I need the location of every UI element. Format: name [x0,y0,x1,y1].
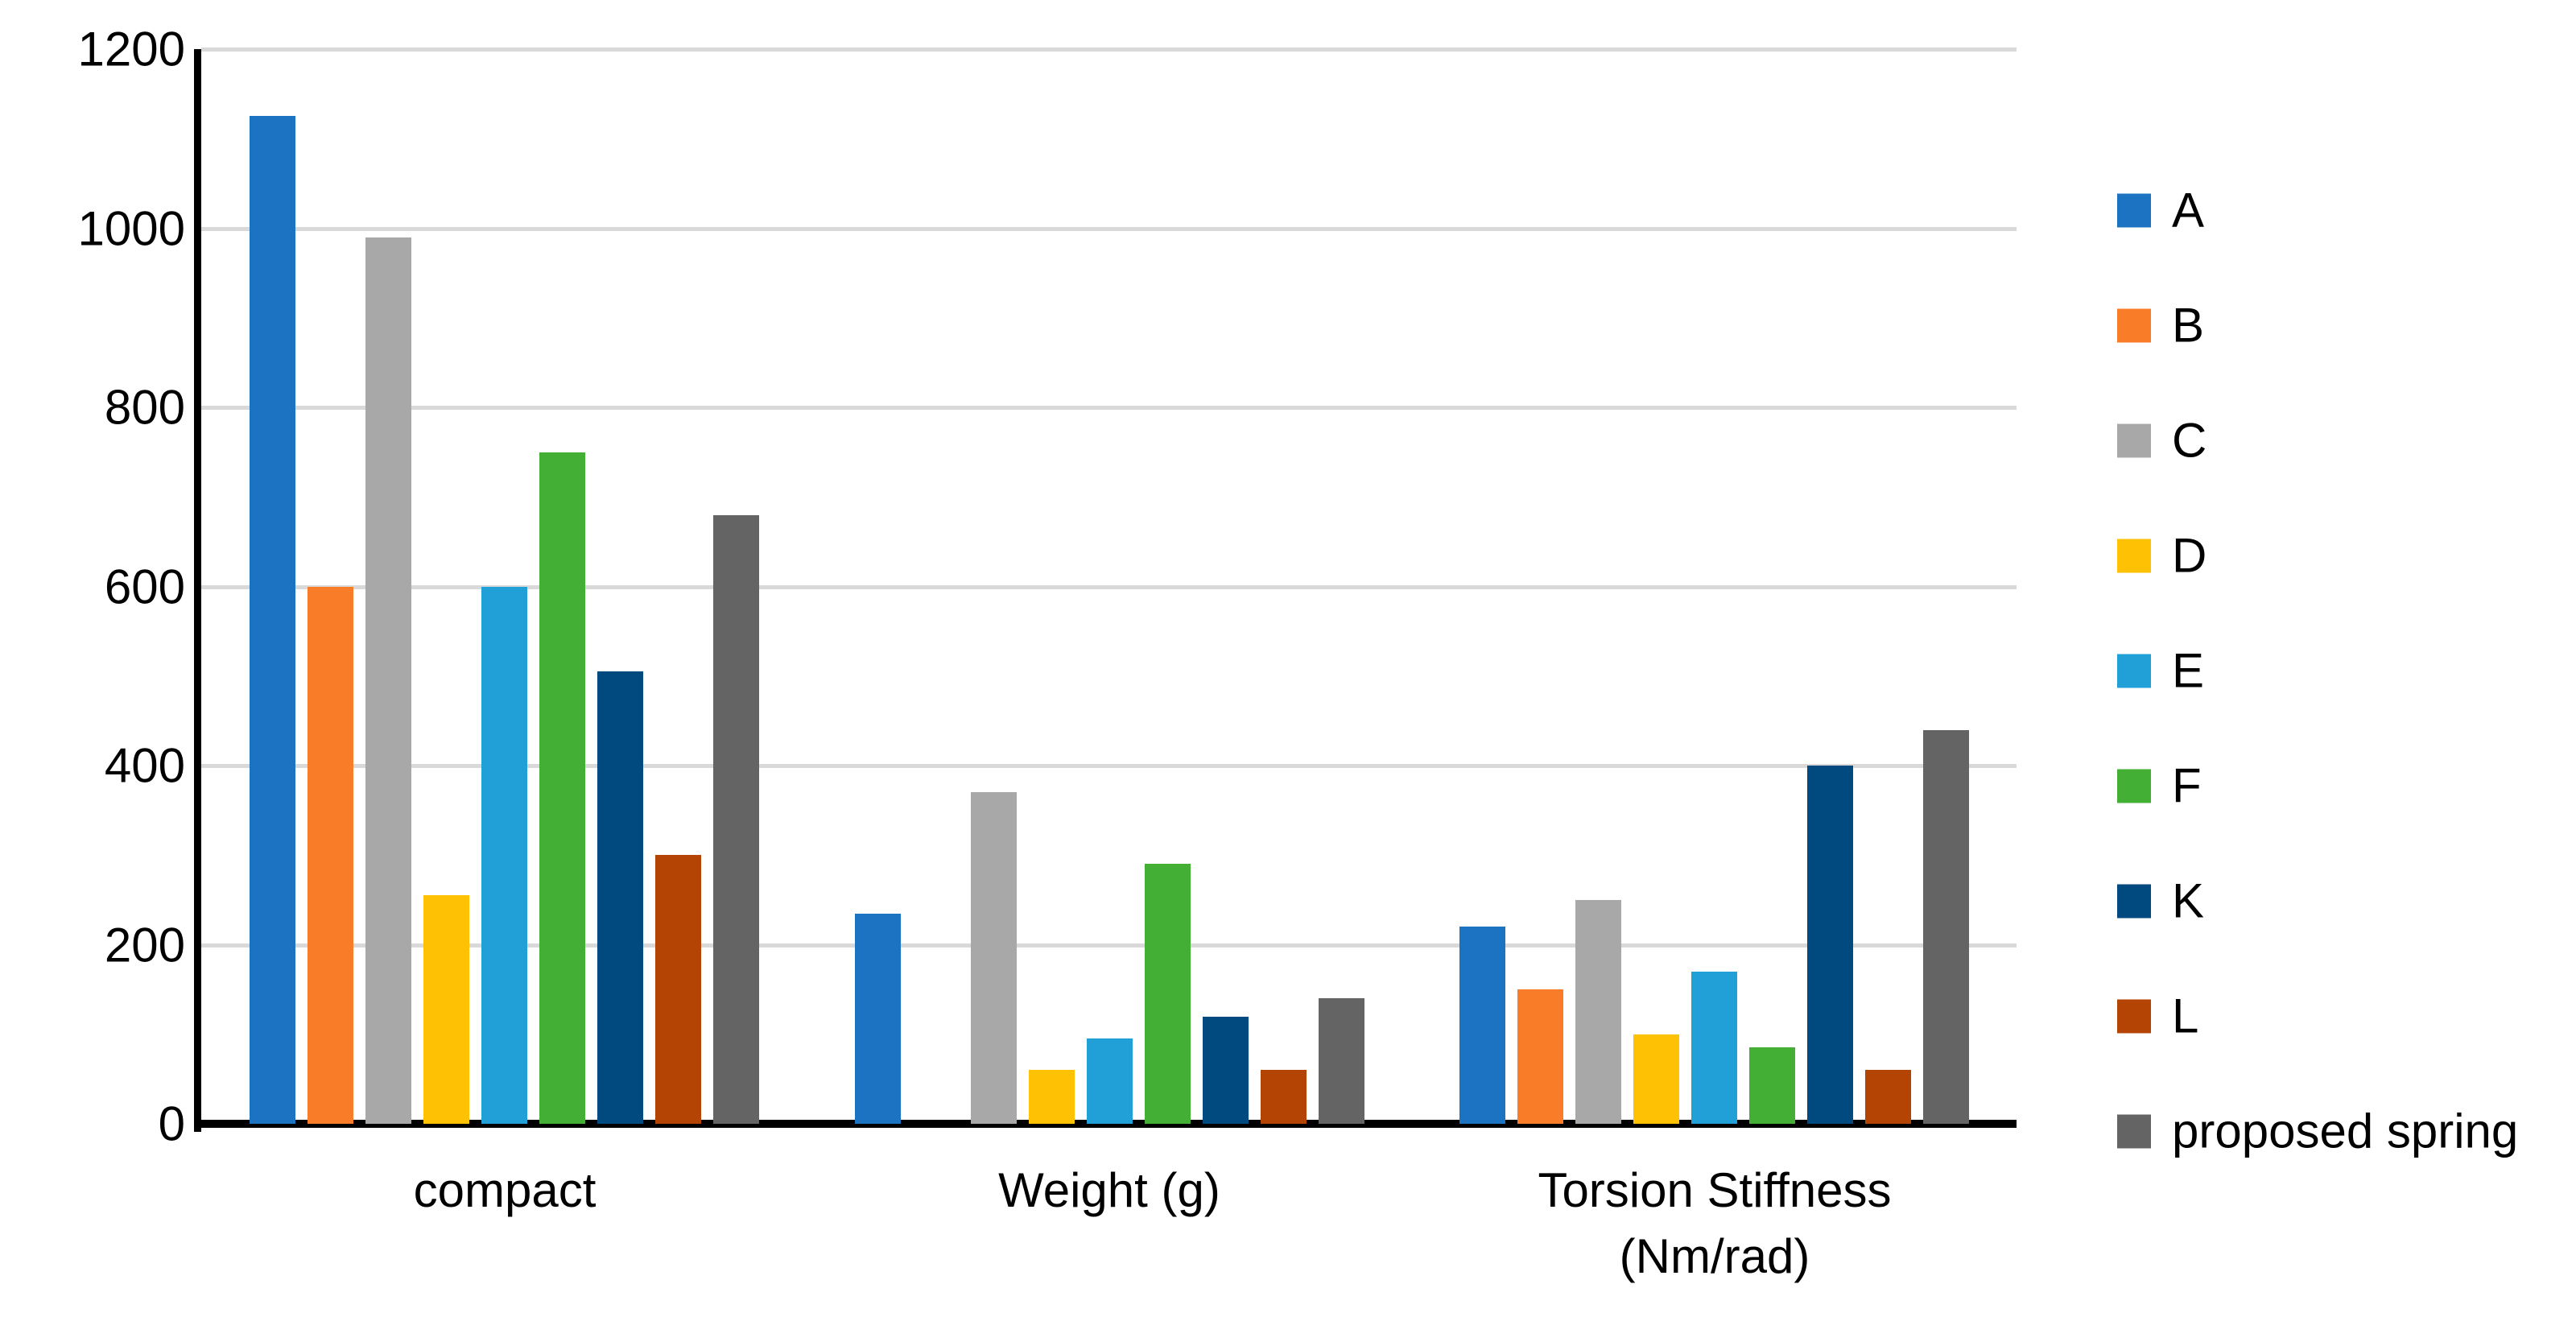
legend-item-C: C [2117,413,2207,469]
y-tick-label-200: 200 [104,918,185,972]
y-tick-label-600: 600 [104,559,185,613]
bar-C-torsion [1575,899,1622,1124]
bar-D-weight [1028,1070,1075,1124]
legend-label-D: D [2172,528,2207,583]
category-label-weight: Weight (g) [803,1158,1415,1224]
bar-proposed-spring-compact [713,514,759,1124]
y-tick-label-1000: 1000 [77,201,185,255]
plot-area [194,47,2017,1132]
bar-B-compact [308,586,353,1124]
bar-A-torsion [1459,927,1506,1124]
legend-swatch-E [2117,654,2151,687]
gridline-800 [201,406,2017,410]
bar-K-weight [1202,1016,1249,1124]
category-label-line: Weight (g) [998,1163,1220,1217]
legend-swatch-L [2117,999,2151,1033]
bar-F-torsion [1749,1047,1796,1124]
legend-item-B: B [2117,298,2204,353]
gridline-1000 [201,226,2017,231]
y-tick-label-800: 800 [104,380,185,435]
category-label-line: Torsion Stiffness [1538,1163,1892,1217]
y-axis-tick-labels: 0 200 400 600 800 1000 1200 [0,0,185,1317]
x-axis-line [194,1120,2017,1128]
legend-label-E: E [2172,643,2205,698]
bar-E-compact [481,586,527,1124]
bar-L-weight [1260,1070,1307,1124]
bar-K-torsion [1807,766,1854,1124]
bar-D-compact [423,895,469,1124]
legend-swatch-C [2117,423,2151,457]
bar-L-compact [655,855,701,1124]
y-tick-label-0: 0 [158,1096,185,1151]
legend-label-proposed-spring: proposed spring [2172,1104,2519,1158]
bar-K-compact [597,671,643,1124]
bar-F-compact [539,452,585,1124]
gridline-200 [201,943,2017,947]
legend-item-proposed-spring: proposed spring [2117,1104,2518,1159]
legend-label-F: F [2172,758,2202,813]
bar-A-compact [250,116,295,1124]
gridline-600 [201,584,2017,589]
y-axis-line [194,49,201,1132]
bar-L-torsion [1865,1070,1912,1124]
bar-E-weight [1086,1038,1133,1124]
legend-swatch-K [2117,884,2151,918]
bar-A-weight [854,913,901,1124]
category-label-compact: compact [199,1158,811,1224]
legend-label-K: K [2172,873,2205,928]
bar-proposed-spring-weight [1318,998,1364,1124]
category-label-line: compact [413,1163,597,1217]
bar-proposed-spring-torsion [1923,729,1970,1124]
legend-item-A: A [2117,183,2204,238]
legend-item-E: E [2117,643,2204,699]
legend-label-A: A [2172,183,2205,237]
legend-item-K: K [2117,873,2204,929]
bar-B-torsion [1517,989,1564,1124]
legend-label-C: C [2172,413,2207,468]
legend-item-D: D [2117,528,2207,584]
category-label-line: (Nm/rad) [1619,1229,1810,1283]
legend-swatch-D [2117,539,2151,572]
legend-item-L: L [2117,989,2198,1044]
bar-C-compact [365,237,411,1124]
y-tick-label-1200: 1200 [77,22,185,76]
legend-item-F: F [2117,758,2202,814]
bar-F-weight [1144,864,1191,1124]
legend-swatch-proposed-spring [2117,1114,2151,1148]
legend-swatch-A [2117,193,2151,227]
legend-label-L: L [2172,989,2199,1043]
legend-swatch-F [2117,769,2151,803]
bar-E-torsion [1691,971,1738,1124]
legend-swatch-B [2117,308,2151,342]
bar-C-weight [970,792,1017,1124]
bar-D-torsion [1633,1034,1680,1124]
category-label-torsion: Torsion Stiffness (Nm/rad) [1409,1158,2021,1290]
y-tick-label-400: 400 [104,738,185,793]
gridline-400 [201,764,2017,768]
gridline-1200 [201,47,2017,52]
legend-label-B: B [2172,298,2205,353]
